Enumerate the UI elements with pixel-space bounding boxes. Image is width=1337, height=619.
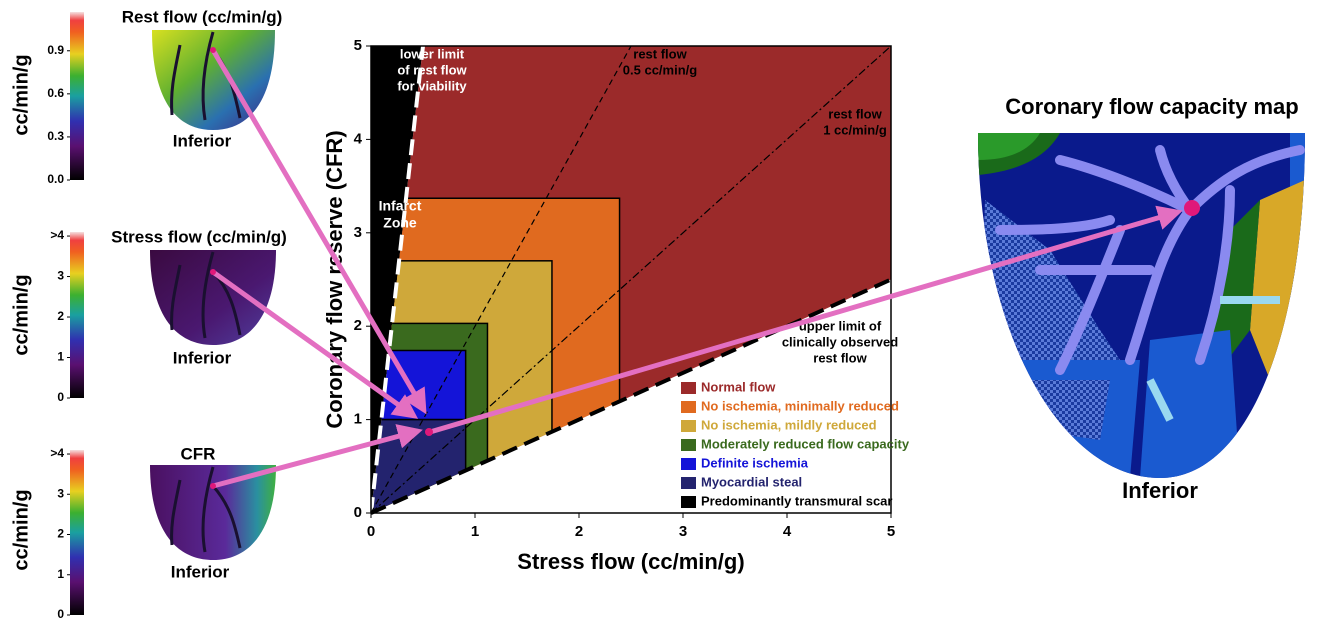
colorbar-tick-label: 0 [57,607,64,619]
colorbar-tick-label: 3 [57,269,64,283]
x-tick-label: 3 [679,523,687,540]
line-label: rest flow [633,46,687,61]
colorbar-tick-label: 0.3 [47,129,64,143]
legend-label: No ischemia, minimally reduced [701,398,899,413]
x-tick-label: 5 [887,523,895,540]
legend-label: Definite ischemia [701,455,809,470]
figure: 0 1 2 3 4 5 0 1 2 3 4 5 Stress flow (cc/min/g) Corona… [0,0,1337,619]
x-axis-label: Stress flow (cc/min/g) [517,549,744,574]
point-marker [1184,200,1200,216]
line-label: of rest flow [397,62,467,77]
y-tick-label: 0 [354,504,362,521]
legend-swatch [681,420,696,432]
line-label: rest flow [828,106,882,121]
colorbar-tick-label: 1 [57,567,64,581]
line-label: lower limit [400,46,465,61]
legend-label: Predominantly transmural scar [701,493,892,508]
y-tick-label: 3 [354,224,362,241]
colorbar-tick-label: >4 [50,446,64,460]
x-tick-label: 4 [783,523,792,540]
legend-label: Normal flow [701,379,776,394]
colorbar-tick-label: >4 [50,228,64,242]
colorbar [70,232,84,398]
colorbar-label: cc/min/g [10,274,32,355]
panel-label: Inferior [171,562,230,581]
colorbar-tick-label: 0.6 [47,86,64,100]
colorbar-tick-label: 0 [57,390,64,404]
line-label: clinically observed [782,334,898,349]
map-label: Inferior [1122,478,1198,503]
colorbar [70,450,84,615]
x-tick-label: 0 [367,523,375,540]
polar-map [150,465,276,560]
line-label: rest flow [813,350,867,365]
legend-swatch [681,401,696,413]
colorbar-label: cc/min/g [10,489,32,570]
annotation: Zone [383,215,417,231]
x-tick-label: 2 [575,523,583,540]
region [371,420,466,513]
colorbar [70,12,84,180]
colorbar-tick-label: 2 [57,527,64,541]
y-tick-label: 2 [354,317,362,334]
legend-label: Moderately reduced flow capacity [701,436,910,451]
panel-title: Rest flow (cc/min/g) [122,7,283,26]
legend-label: Myocardial steal [701,474,802,489]
plot: 0 1 2 3 4 5 0 1 2 3 4 5 Stress flow (cc/min/g) Corona… [322,37,910,574]
legend-swatch [681,458,696,470]
legend-swatch [681,496,696,508]
annotation: Infarct [379,198,422,214]
legend-swatch [681,477,696,489]
colorbar-label: cc/min/g [10,54,32,135]
polar-map [152,30,275,130]
legend-swatch [681,439,696,451]
colorbar-tick-label: 2 [57,309,64,323]
colorbar-tick-label: 3 [57,486,64,500]
y-tick-label: 1 [354,411,362,428]
panel-label: Inferior [173,348,232,367]
line-label: for viability [397,78,467,93]
panel-label: Inferior [173,131,232,150]
legend-label: No ischemia, mildly reduced [701,417,877,432]
panel-title: CFR [181,444,216,463]
flow-capacity-map [978,133,1305,478]
polar-map [150,250,276,345]
line-label: 1 cc/min/g [823,122,887,137]
panel-title: Stress flow (cc/min/g) [111,227,287,246]
y-tick-label: 5 [354,37,362,54]
legend-swatch [681,382,696,394]
x-tick-label: 1 [471,523,479,540]
colorbar-tick-label: 0.0 [47,172,64,186]
line-label: 0.5 cc/min/g [623,62,697,77]
colorbar-tick-label: 1 [57,350,64,364]
colorbar-tick-label: 0.9 [47,43,64,57]
y-axis-label: Coronary flow reserve (CFR) [322,130,347,428]
y-tick-label: 4 [354,130,363,147]
map-title: Coronary flow capacity map [1005,94,1298,119]
